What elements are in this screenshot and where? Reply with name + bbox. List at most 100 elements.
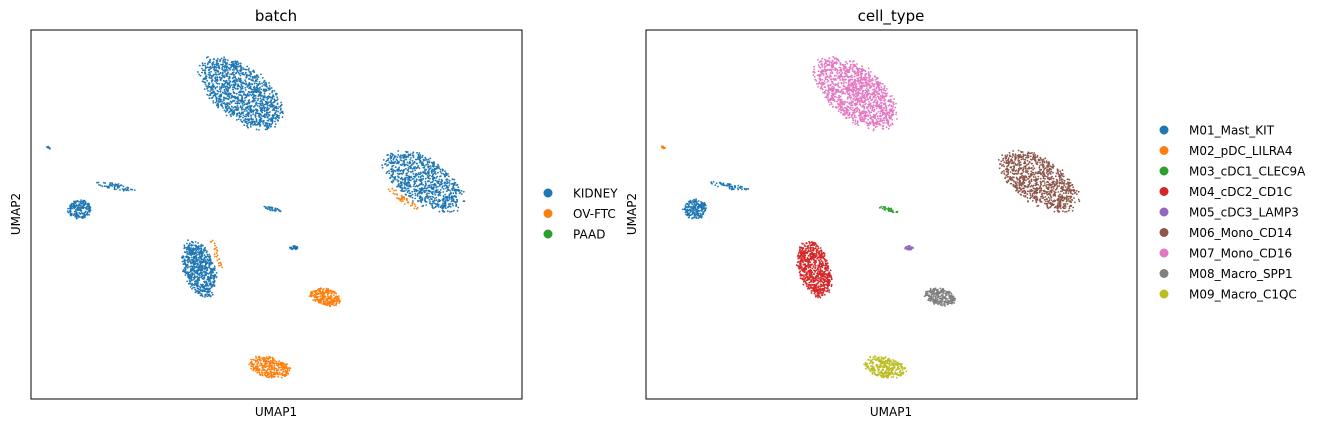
point: [222, 84, 225, 86]
point: [314, 299, 317, 302]
point: [694, 205, 696, 208]
point: [432, 170, 435, 173]
point: [437, 206, 440, 208]
cluster-6: [289, 245, 299, 251]
point: [251, 122, 254, 124]
point: [407, 178, 409, 181]
point: [387, 188, 390, 191]
point: [416, 193, 419, 196]
point: [805, 268, 808, 271]
point: [83, 212, 86, 215]
point: [322, 301, 325, 303]
point: [199, 255, 202, 258]
point: [705, 204, 707, 207]
point: [252, 358, 255, 361]
point: [186, 252, 189, 255]
point: [414, 192, 417, 195]
point: [404, 184, 406, 186]
point: [286, 369, 289, 371]
cluster-1: [381, 150, 466, 213]
point: [225, 74, 228, 77]
point: [415, 207, 418, 210]
point: [210, 262, 213, 264]
point: [217, 62, 220, 65]
point: [213, 279, 216, 282]
point: [452, 185, 454, 188]
point: [209, 268, 212, 271]
point: [248, 119, 251, 121]
point: [209, 58, 212, 61]
point: [119, 189, 121, 191]
point: [225, 81, 228, 84]
point: [439, 175, 441, 178]
point: [416, 151, 418, 154]
point: [228, 95, 231, 98]
point: [197, 249, 200, 251]
point: [209, 259, 212, 262]
point: [216, 85, 219, 88]
point: [209, 61, 212, 64]
point: [185, 263, 187, 266]
point: [818, 287, 820, 290]
point: [412, 172, 415, 175]
point: [96, 181, 98, 184]
point: [256, 112, 259, 115]
cluster-0: [795, 240, 833, 299]
point: [260, 104, 263, 107]
point: [824, 266, 827, 269]
point: [428, 161, 431, 164]
point: [731, 186, 734, 189]
point: [253, 368, 256, 371]
point: [227, 102, 229, 105]
point: [821, 272, 824, 275]
point: [195, 256, 197, 259]
point: [725, 184, 728, 187]
point: [395, 189, 397, 192]
point: [186, 263, 189, 266]
point: [235, 106, 237, 109]
point: [445, 195, 448, 198]
point: [414, 175, 417, 178]
point: [183, 258, 186, 261]
point: [233, 111, 236, 114]
point: [226, 106, 228, 108]
point: [320, 299, 323, 302]
point: [281, 363, 284, 366]
point: [389, 156, 392, 159]
point: [203, 287, 206, 290]
point: [210, 87, 213, 89]
point: [200, 248, 203, 251]
point: [817, 245, 819, 248]
point: [830, 278, 833, 281]
point: [702, 206, 705, 208]
point: [263, 96, 265, 99]
point: [215, 79, 217, 81]
point: [418, 195, 421, 198]
point: [207, 260, 210, 262]
point: [261, 108, 264, 111]
point: [262, 123, 265, 125]
point: [76, 209, 79, 211]
point: [389, 190, 391, 193]
point: [315, 296, 318, 298]
point: [811, 276, 814, 279]
point: [251, 100, 254, 102]
point: [404, 158, 407, 161]
point: [266, 107, 268, 110]
point: [285, 374, 288, 376]
point: [429, 174, 431, 177]
point: [225, 63, 228, 65]
point: [392, 162, 395, 165]
point: [239, 74, 242, 77]
point: [429, 177, 431, 180]
point: [193, 265, 196, 267]
point: [428, 195, 430, 198]
point: [271, 109, 274, 111]
point: [213, 67, 216, 70]
point: [200, 276, 202, 279]
point: [258, 129, 260, 131]
point: [283, 374, 285, 376]
point: [248, 102, 251, 105]
